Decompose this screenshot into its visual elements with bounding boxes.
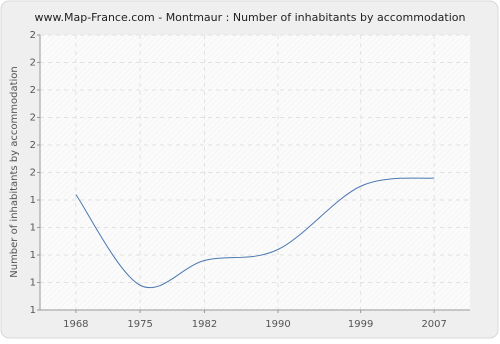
y-tick-label: 1	[30, 223, 36, 234]
x-tick-label: 1968	[63, 319, 88, 330]
line	[75, 177, 435, 288]
x-tick-label: 2007	[421, 319, 446, 330]
grid	[40, 34, 470, 310]
y-tick-label: 1	[30, 250, 36, 261]
y-tick-label: 2	[30, 58, 36, 69]
y-axis-label: Number of inhabitants by accommodation	[9, 66, 20, 278]
y-tick-label: 1	[30, 278, 36, 289]
y-tick-label: 2	[30, 168, 36, 179]
x-tick-label: 1975	[127, 319, 152, 330]
y-tick-label: 2	[30, 85, 36, 96]
x-tick-label: 1982	[192, 319, 217, 330]
chart-title: www.Map-France.com - Montmaur : Number o…	[35, 11, 466, 24]
y-tick-label: 2	[30, 113, 36, 124]
x-tick-label: 1999	[348, 319, 373, 330]
y-tick-label: 2	[30, 140, 36, 151]
y-tick-label: 2	[30, 30, 36, 41]
plot-area	[40, 35, 470, 310]
x-tick-label: 1990	[265, 319, 290, 330]
y-tick-label: 1	[30, 305, 36, 316]
y-tick-label: 1	[30, 195, 36, 206]
